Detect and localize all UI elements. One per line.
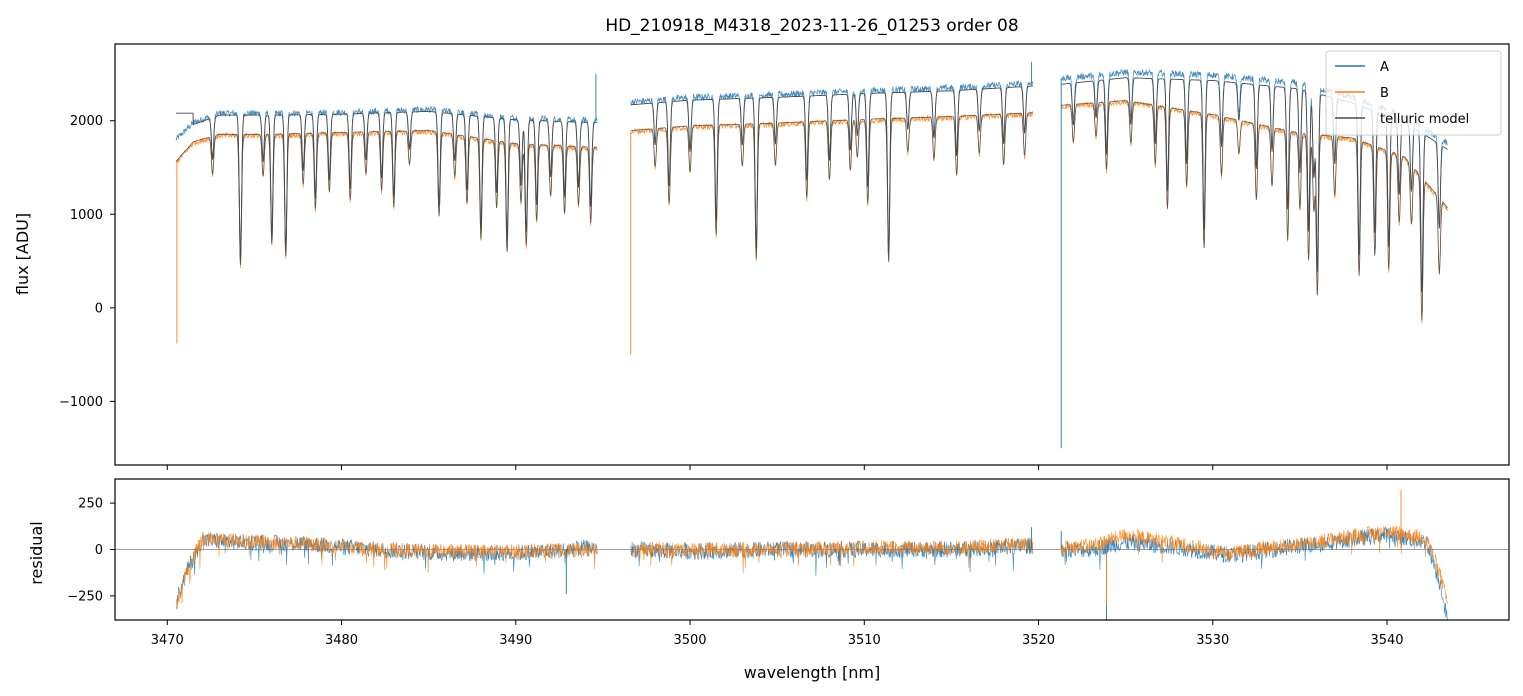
x-tick-label: 3520 [1022,633,1055,648]
y-tick-label: 2000 [70,114,103,129]
spectrum-y-axis-label: flux [ADU] [13,213,32,295]
spectrum-panel: −1000 0 1000 2000 flux [ADU] A B telluric m… [13,43,1510,470]
x-tick-label: 3500 [673,633,706,648]
legend-label-b: B [1380,86,1389,101]
residual-panel: −250 0 250 3470 3480 3490 3500 3510 3520 3530 354… [27,478,1510,682]
chart-title: HD_210918_M4318_2023-11-26_01253 order 0… [605,16,1018,36]
y-tick-label: 250 [78,497,103,512]
residual-y-axis-label: residual [27,521,46,584]
legend-box [1325,50,1502,136]
legend-label-telluric: telluric model [1380,112,1469,127]
series-telluric-model-line-b [175,100,1448,321]
residual-b-line [175,525,1448,610]
residual-x-ticks: 3470 3480 3490 3500 3510 3520 3530 3540 [151,620,1404,648]
y-tick-label: −250 [67,589,103,604]
x-tick-label: 3530 [1196,633,1229,648]
series-b-line [175,99,1448,324]
residual-a-line [175,526,1448,620]
x-axis-label: wavelength [nm] [744,663,881,682]
x-tick-label: 3490 [499,633,532,648]
spectrum-series-group [175,61,1448,449]
spectrum-x-ticks [166,465,1388,470]
x-tick-label: 3480 [325,633,358,648]
x-tick-label: 3540 [1370,633,1403,648]
residual-series-group [175,490,1448,620]
legend: A B telluric model [1325,50,1502,136]
spectrum-y-ticks: −1000 0 1000 2000 [59,114,115,410]
y-tick-label: 0 [95,301,103,316]
spectrum-axes-frame [114,43,1510,466]
x-tick-label: 3470 [151,633,184,648]
legend-label-a: A [1380,60,1389,75]
y-tick-label: 1000 [70,208,103,223]
residual-y-ticks: −250 0 250 [67,497,115,604]
x-tick-label: 3510 [848,633,881,648]
y-tick-label: 0 [95,543,103,558]
y-tick-label: −1000 [59,395,103,410]
